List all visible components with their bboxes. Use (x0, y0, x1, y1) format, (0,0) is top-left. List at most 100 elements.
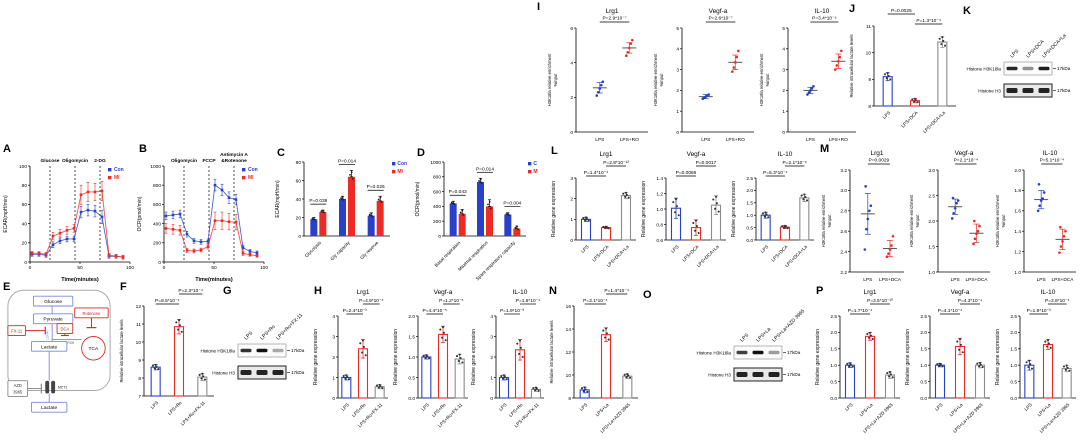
y-tick-label: 8 (568, 396, 571, 402)
y-tick-label: 2.0 (830, 330, 837, 336)
data-point (72, 237, 76, 241)
bar-point (938, 364, 941, 367)
data-point (178, 212, 182, 216)
data-point (37, 252, 41, 255)
bar-point (521, 355, 524, 359)
bar-point (958, 348, 961, 351)
bar-point (441, 336, 444, 339)
bar-point (1028, 359, 1031, 362)
chart-m2: Vegf-a 1.0 1.5 2.0 2.5 3.0 H3K18la relative en… (909, 150, 990, 283)
y-tick-label: 8 (138, 376, 141, 382)
y-tick-label: 2 (570, 95, 573, 101)
panel-p3: IL-10 0.0 0.5 1.0 1.5 2.0 2.5 Relative gene exp… (994, 284, 1080, 444)
y-tick-label: 9 (868, 77, 871, 83)
chart-title: Vegf-a (955, 150, 974, 157)
blot-band (1038, 66, 1050, 71)
bar-point (626, 373, 629, 376)
chart-p1: Lrg1 0.0 0.5 1.0 1.5 2.0 2.5 Relative gene expr… (815, 289, 900, 434)
p-value: P=0.038 (309, 198, 327, 204)
bar-point (961, 351, 964, 354)
bar-point (453, 203, 456, 206)
bar-point (344, 377, 347, 380)
chart-l2: Vegf-a 0.6 0.8 1.0 1.2 1.4 Relative gene expre… (641, 151, 726, 268)
bar-point (364, 354, 367, 357)
bar-point (362, 345, 365, 349)
bar-point (1066, 366, 1069, 369)
y-axis-label: H3K18la relative enrichment (547, 53, 552, 106)
y-tick-label: 8 (868, 104, 871, 110)
bar-point (848, 365, 851, 368)
p-value: P=2.3*10⁻⁴ (178, 288, 202, 294)
panel-l1: Lrg1 0 1 2 3 Relative gene expression LPS LPS+D… (550, 146, 640, 286)
bar-point (803, 193, 806, 196)
data-point (1036, 209, 1040, 213)
bar-point (604, 327, 608, 330)
chart-d: 0 200 400 600 800 1000 OCR(pmol/min) P=0.043 Bas… (415, 160, 538, 282)
y-axis-label: Relative gene expression (393, 329, 399, 385)
series-line (32, 190, 124, 258)
kda-label: 17kDa (291, 370, 305, 375)
bar-point (377, 198, 380, 201)
panel-m1: Lrg1 2.2 2.4 2.6 2.8 3.0 3.2 H3K18la relative e… (820, 146, 908, 286)
p-value: P=1.2*10⁻⁵ (439, 298, 463, 304)
category-label: LPS+Ro+FX-11 (180, 400, 207, 427)
bar-point (978, 365, 981, 368)
bar-point (455, 355, 459, 358)
data-point (65, 229, 69, 232)
y-axis-label: Relative gene expression (641, 181, 647, 237)
data-point (44, 253, 48, 256)
panel-c: 0 20 40 60 80 ECAR(mpH/min) P=0.038 Glycolysis P… (274, 146, 412, 284)
category-label: LPS (934, 402, 944, 412)
y-tick-label: 80 (296, 160, 302, 166)
y-tick-label: 80 (22, 183, 28, 189)
y-tick-label: 4 (332, 314, 335, 320)
p-value: P=0.004 (503, 201, 521, 207)
bar-point (602, 329, 605, 332)
bar-point (153, 367, 156, 370)
y-tick-label: 0 (782, 130, 785, 136)
blot-band (736, 372, 748, 377)
mct1-label: MCT1 (58, 386, 67, 390)
y-axis-label: %input (765, 73, 770, 87)
panel-i1: Lrg1 0 2 4 6 H3K18la relative enrichment %inpu… (546, 4, 652, 146)
y-tick-label: 200 (153, 241, 161, 247)
y-tick-label: 0 (332, 396, 335, 402)
bar-point (439, 328, 442, 331)
p-value: P=0.014 (338, 158, 356, 164)
bar-point (349, 173, 351, 176)
y-axis-label: %input (1001, 214, 1006, 228)
inhibitor-azd: AZD (14, 383, 22, 388)
bar (454, 358, 465, 399)
panel-letter-c: C (277, 147, 285, 159)
bar-point (517, 228, 519, 231)
chart-title: IL-10 (778, 151, 793, 158)
data-point (1061, 240, 1064, 243)
bar-point (534, 389, 537, 392)
y-axis-label: OCR(pmol/min) (137, 196, 143, 231)
data-point (241, 246, 245, 249)
blot-row-label: Histone H3K18la (967, 66, 1002, 71)
data-point (93, 190, 97, 194)
bar-point (941, 36, 944, 39)
y-tick-label: 200 (433, 219, 441, 225)
series-MI (30, 181, 125, 260)
data-point (171, 213, 175, 217)
lane-label: LPS+Ro+FX-11 (275, 312, 304, 341)
y-tick-label: 400 (153, 221, 161, 227)
bar-point (450, 201, 453, 204)
metabolite-pyruvate: Pyruvate (43, 317, 63, 323)
data-point (1064, 229, 1067, 233)
y-tick-label: 1.6 (1014, 209, 1021, 215)
p-value: P=0.0029 (869, 158, 890, 164)
p-value: P=4.4*10⁻⁵ (422, 308, 446, 314)
data-point (626, 50, 630, 54)
x-tick-label: 100 (260, 265, 268, 271)
bar-point (936, 363, 939, 366)
p-value: P=0.0017 (696, 160, 717, 166)
y-tick-label: 0.0 (920, 396, 927, 402)
y-tick-label: 2.0 (920, 330, 927, 336)
data-point (199, 240, 203, 244)
y-axis-label: %input (827, 214, 832, 228)
